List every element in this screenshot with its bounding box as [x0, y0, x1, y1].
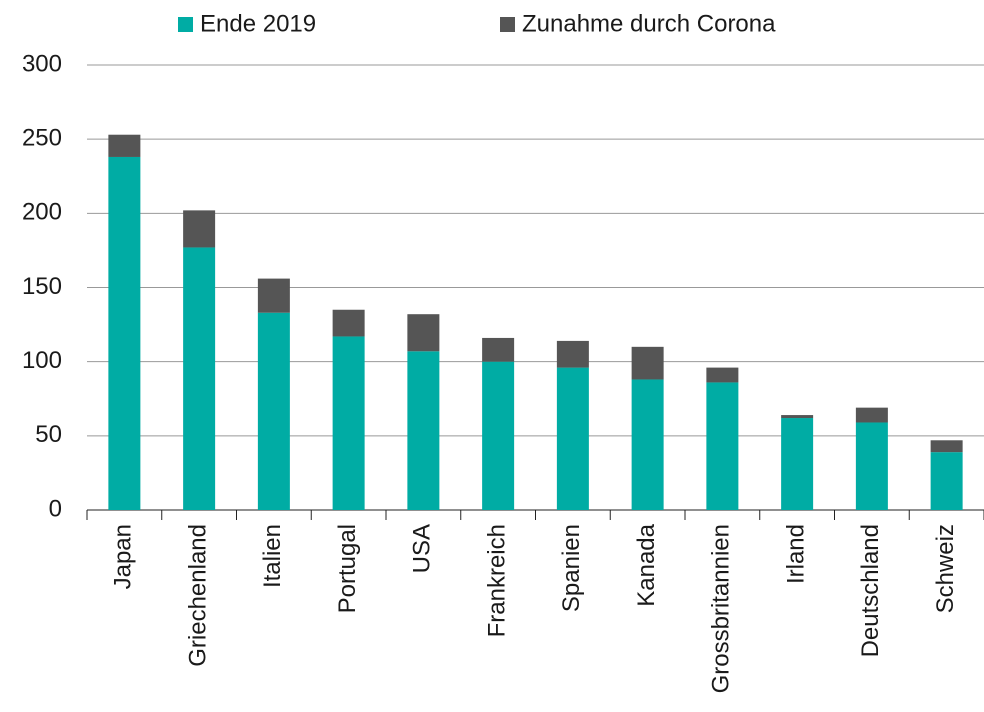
bar-segment: [706, 367, 739, 383]
x-tick-label: Grossbritannien: [708, 524, 735, 693]
bar-segment: [332, 309, 365, 337]
y-tick-label: 0: [49, 495, 62, 522]
bar-segment: [556, 367, 589, 510]
legend-swatch: [178, 17, 193, 32]
y-tick-label: 150: [22, 273, 62, 300]
bar-segment: [556, 340, 589, 368]
x-tick-label: Kanada: [633, 523, 660, 606]
bar-segment: [706, 382, 739, 510]
bar-segment: [781, 415, 814, 419]
bar-segment: [407, 351, 440, 510]
bar-segment: [332, 336, 365, 510]
x-tick-label: Italien: [259, 524, 286, 588]
x-tick-label: USA: [409, 524, 436, 573]
legend-label: Zunahme durch Corona: [522, 10, 776, 37]
x-tick-label: Schweiz: [932, 524, 959, 613]
bar-segment: [781, 418, 814, 510]
bar-segment: [482, 337, 515, 362]
bar-segment: [407, 314, 440, 352]
bar-segment: [930, 452, 963, 510]
bar-segment: [108, 134, 141, 157]
bar-segment: [482, 361, 515, 510]
x-tick-label: Irland: [782, 524, 809, 584]
x-tick-label: Portugal: [334, 524, 361, 613]
bar-segment: [108, 156, 141, 510]
x-tick-label: Deutschland: [857, 524, 884, 657]
bar-segment: [183, 210, 216, 248]
bar-segment: [855, 407, 888, 423]
x-tick-label: Frankreich: [483, 524, 510, 637]
bar-segment: [930, 440, 963, 453]
bar-segment: [631, 346, 664, 380]
x-tick-label: Griechenland: [184, 524, 211, 667]
bar-segment: [183, 247, 216, 510]
legend-label: Ende 2019: [200, 10, 316, 37]
y-tick-label: 100: [22, 347, 62, 374]
x-tick-label: Japan: [110, 524, 137, 589]
y-tick-label: 200: [22, 199, 62, 226]
bar-segment: [257, 278, 290, 313]
legend-swatch: [500, 17, 515, 32]
y-tick-label: 300: [22, 50, 62, 77]
bar-segment: [257, 312, 290, 510]
y-tick-label: 250: [22, 125, 62, 152]
y-tick-label: 50: [35, 421, 62, 448]
bar-segment: [855, 422, 888, 510]
bar-segment: [631, 379, 664, 510]
x-tick-label: Spanien: [558, 524, 585, 612]
